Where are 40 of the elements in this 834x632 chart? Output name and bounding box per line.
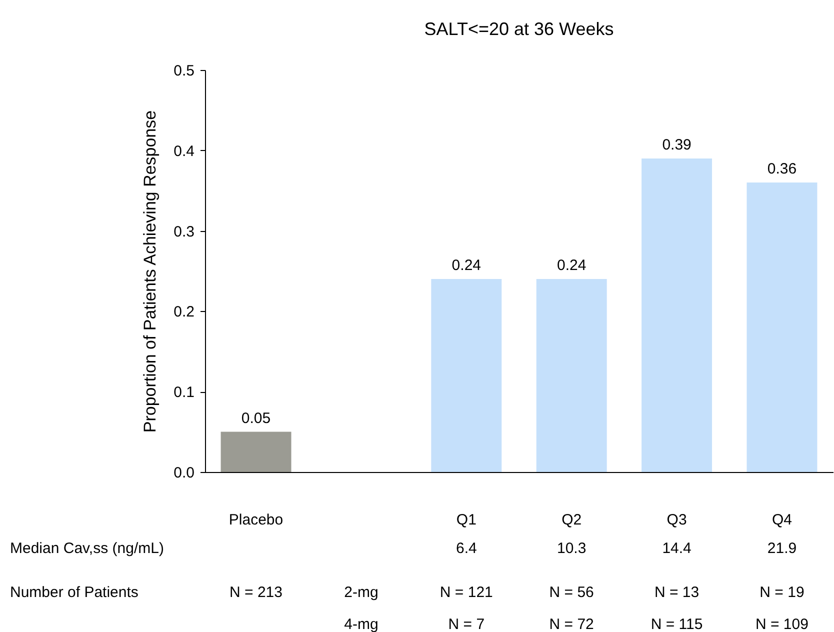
text: N = 19	[760, 584, 804, 601]
text: N = 13	[654, 584, 700, 601]
text: Median Cav,ss (ng/mL)	[10, 540, 164, 557]
bar	[746, 182, 818, 472]
text: 14.4	[662, 540, 692, 557]
text: N = 115	[650, 616, 703, 632]
text: 6.4	[456, 540, 477, 557]
x-tick-label: Placebo	[228, 512, 284, 528]
x-tick-label: Q3	[666, 512, 687, 528]
y-tick-label: 0.3	[174, 223, 194, 240]
text: Number of Patients	[10, 584, 138, 601]
y-tick-label: 0.4	[174, 142, 194, 160]
y-tick-label: 0.2	[174, 304, 194, 321]
x-tick-label: Q1	[456, 512, 476, 528]
bar	[220, 432, 292, 472]
chart-title: SALT<=20 at 36 Weeks	[424, 19, 614, 39]
text: N = 7	[448, 616, 485, 632]
bar	[536, 279, 607, 472]
text: N = 109	[755, 616, 808, 632]
data-label: 0.24	[556, 257, 586, 274]
text: N = 121	[440, 584, 493, 601]
bar	[431, 279, 502, 472]
data-label: 0.36	[767, 160, 797, 178]
text: 4-mg	[344, 616, 378, 632]
x-tick-label: Q2	[562, 512, 582, 528]
data-label: 0.24	[452, 257, 482, 274]
y-tick-label: 0.0	[174, 464, 194, 482]
y-tick-label: 0.5	[174, 62, 194, 80]
text: N = 72	[549, 616, 594, 632]
x-tick-label: Q4	[772, 512, 792, 528]
text: 2-mg	[344, 584, 378, 601]
text: N = 56	[549, 584, 594, 601]
text: N = 213	[230, 584, 283, 601]
y-tick-label: 0.1	[174, 384, 194, 402]
bar	[642, 158, 712, 472]
data-label: 0.39	[662, 136, 692, 154]
data-label: 0.05	[241, 410, 271, 427]
text: 21.9	[767, 540, 797, 557]
text: 10.3	[556, 540, 586, 557]
y-axis-title: Proportion of Patients Achieving Response	[140, 110, 160, 433]
